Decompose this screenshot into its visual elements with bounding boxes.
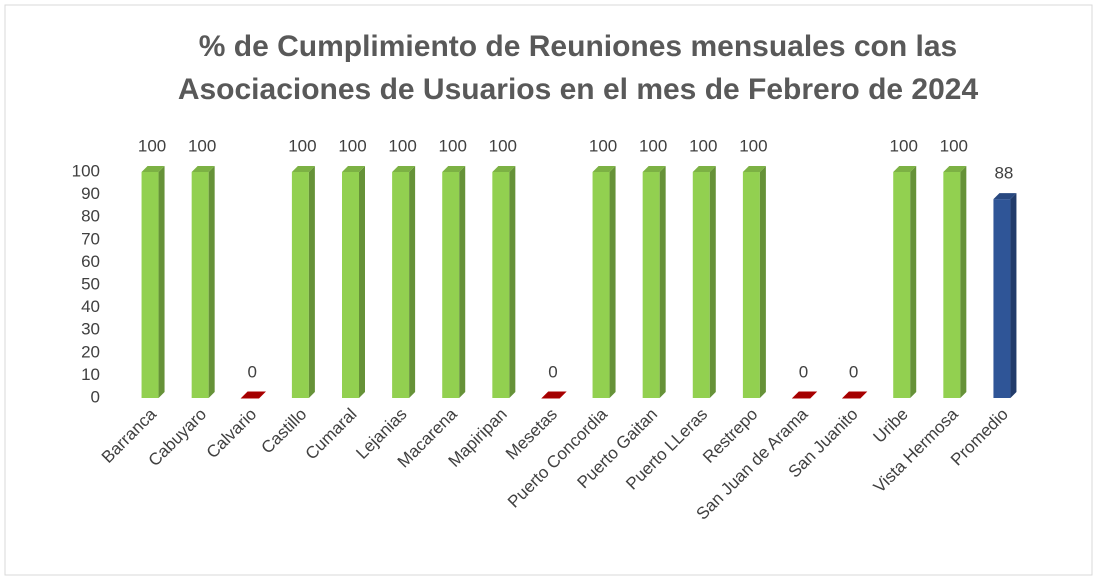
bar bbox=[442, 166, 466, 398]
bar bbox=[943, 166, 967, 398]
bar-side bbox=[158, 166, 165, 398]
bar-top bbox=[442, 166, 466, 172]
bar-front bbox=[742, 172, 760, 398]
y-tick-label: 90 bbox=[81, 184, 100, 203]
bar bbox=[141, 166, 165, 398]
bar-top bbox=[993, 193, 1017, 200]
bar-top bbox=[943, 166, 967, 172]
data-label: 100 bbox=[890, 136, 918, 155]
y-tick-label: 30 bbox=[81, 320, 100, 339]
bar bbox=[993, 193, 1017, 398]
bar-side bbox=[1010, 193, 1017, 398]
chart-title: % de Cumplimiento de Reuniones mensuales… bbox=[199, 30, 958, 63]
bar-side bbox=[960, 166, 967, 398]
bar-side bbox=[659, 166, 666, 398]
bar-top bbox=[492, 166, 516, 172]
y-tick-label: 50 bbox=[81, 274, 100, 293]
bar-top bbox=[692, 166, 716, 172]
bar-top bbox=[642, 166, 666, 172]
y-tick-label: 10 bbox=[81, 365, 100, 384]
bar-front bbox=[692, 172, 710, 398]
bar-front bbox=[141, 172, 159, 398]
bar bbox=[841, 391, 868, 399]
bar-side bbox=[208, 166, 215, 398]
bar-top bbox=[191, 166, 215, 172]
bar-front bbox=[342, 172, 359, 398]
bar-top bbox=[342, 166, 365, 172]
bar-front bbox=[943, 172, 961, 398]
y-tick-label: 60 bbox=[81, 252, 100, 271]
chart-title: Asociaciones de Usuarios en el mes de Fe… bbox=[178, 73, 979, 106]
bar-top bbox=[291, 166, 315, 172]
data-label: 100 bbox=[388, 136, 416, 155]
bar-side bbox=[409, 166, 416, 398]
bar-side bbox=[709, 166, 716, 398]
bar-side bbox=[509, 166, 516, 398]
bar-front bbox=[592, 172, 610, 398]
data-label: 0 bbox=[548, 362, 557, 381]
bar bbox=[893, 166, 917, 398]
bar-front bbox=[442, 172, 460, 398]
bar-top bbox=[841, 391, 868, 399]
bar bbox=[291, 166, 315, 398]
data-label: 100 bbox=[489, 136, 517, 155]
bar-side bbox=[359, 166, 365, 398]
bar bbox=[791, 391, 818, 399]
bar-side bbox=[759, 166, 766, 398]
data-label: 100 bbox=[288, 136, 316, 155]
bar-front bbox=[191, 172, 209, 398]
data-label: 100 bbox=[589, 136, 617, 155]
data-label: 100 bbox=[338, 136, 366, 155]
bar-front bbox=[291, 172, 309, 398]
data-label: 88 bbox=[994, 164, 1013, 183]
y-tick-label: 20 bbox=[81, 342, 100, 361]
bar bbox=[392, 166, 416, 398]
bar-top bbox=[141, 166, 165, 172]
bar-top bbox=[240, 391, 266, 399]
data-label: 100 bbox=[188, 136, 216, 155]
bar bbox=[492, 166, 516, 398]
bar bbox=[642, 166, 666, 398]
data-label: 100 bbox=[940, 136, 968, 155]
y-tick-label: 70 bbox=[81, 229, 100, 248]
bar-top bbox=[592, 166, 616, 172]
bar bbox=[692, 166, 716, 398]
bar-front bbox=[492, 172, 510, 398]
data-label: 100 bbox=[689, 136, 717, 155]
y-tick-label: 80 bbox=[81, 207, 100, 226]
bar-side bbox=[308, 166, 315, 398]
bar bbox=[592, 166, 616, 398]
bar bbox=[541, 391, 567, 399]
data-label: 100 bbox=[639, 136, 667, 155]
data-label: 0 bbox=[799, 362, 808, 381]
bar-top bbox=[893, 166, 917, 172]
y-tick-label: 0 bbox=[91, 387, 100, 406]
data-label: 100 bbox=[439, 136, 467, 155]
bar-top bbox=[791, 391, 818, 399]
bar bbox=[240, 391, 266, 399]
bar-side bbox=[459, 166, 466, 398]
data-label: 0 bbox=[849, 362, 858, 381]
bar-top bbox=[541, 391, 567, 399]
bar-front bbox=[642, 172, 660, 398]
bar bbox=[742, 166, 766, 398]
y-tick-label: 40 bbox=[81, 297, 100, 316]
bar-side bbox=[910, 166, 917, 398]
bar bbox=[191, 166, 215, 398]
bar-front bbox=[993, 199, 1011, 398]
data-label: 100 bbox=[138, 136, 166, 155]
bar-top bbox=[392, 166, 416, 172]
data-label: 0 bbox=[248, 362, 257, 381]
bar-side bbox=[609, 166, 616, 398]
bar-front bbox=[392, 172, 410, 398]
bar-top bbox=[742, 166, 766, 172]
y-tick-label: 100 bbox=[72, 161, 100, 180]
data-label: 100 bbox=[739, 136, 767, 155]
bar-front bbox=[893, 172, 911, 398]
bar bbox=[342, 166, 365, 398]
